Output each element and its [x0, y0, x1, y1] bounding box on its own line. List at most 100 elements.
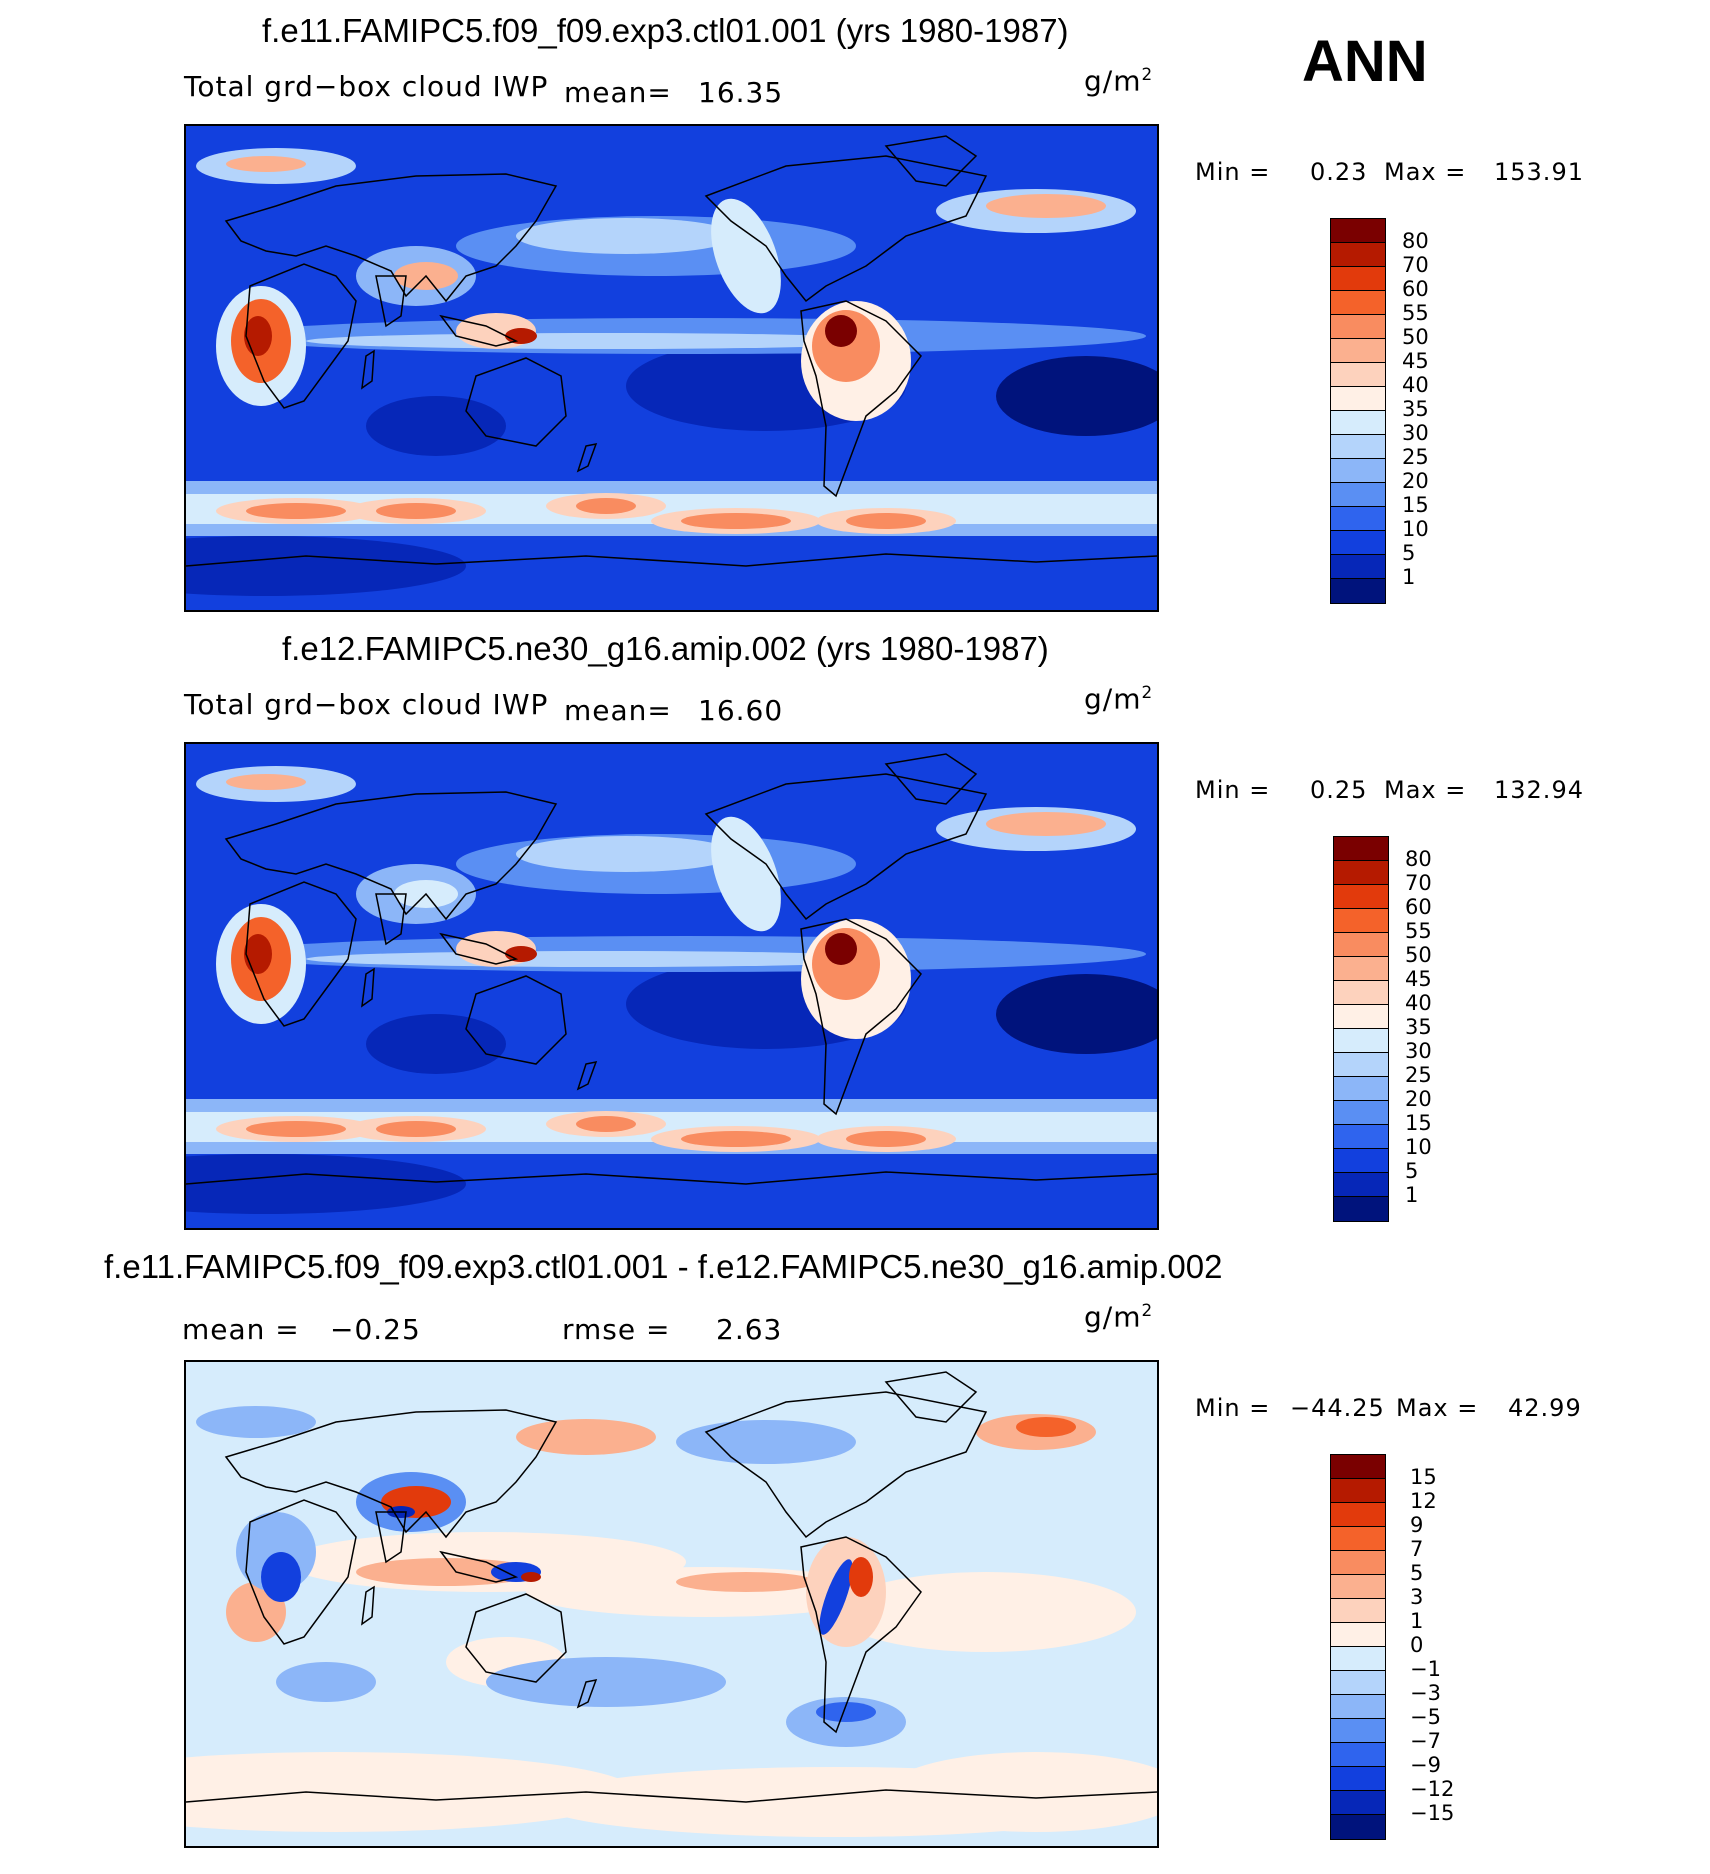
- panel-3-title: f.e11.FAMIPC5.f09_f09.exp3.ctl01.001 - f…: [104, 1248, 1223, 1285]
- colorbar-swatch: [1331, 1503, 1385, 1527]
- panel-3-mean-label: mean =: [182, 1313, 300, 1346]
- colorbar-swatch: [1331, 507, 1385, 531]
- panel-1-min-value: 0.23: [1310, 158, 1368, 186]
- panel-1-map: [184, 124, 1159, 612]
- colorbar-tick-label: −7: [1410, 1729, 1441, 1753]
- panel-1-variable: Total grd−box cloud IWP: [184, 70, 549, 103]
- colorbar-tick-label: 0: [1410, 1633, 1424, 1657]
- colorbar-tick-label: −3: [1410, 1681, 1441, 1705]
- colorbar-swatch: [1334, 933, 1388, 957]
- colorbar-tick-label: 35: [1402, 397, 1429, 421]
- colorbar-tick-label: 1: [1402, 565, 1416, 589]
- colorbar-swatch: [1331, 411, 1385, 435]
- colorbar-swatch: [1334, 909, 1388, 933]
- colorbar-tick-label: 30: [1402, 421, 1429, 445]
- colorbar-tick-label: 50: [1402, 325, 1429, 349]
- colorbar-swatch: [1331, 363, 1385, 387]
- panel-3-map: [184, 1360, 1159, 1848]
- colorbar-tick-label: 20: [1402, 469, 1429, 493]
- panel-1-max-value: 153.91: [1494, 158, 1584, 186]
- colorbar-swatch: [1331, 1551, 1385, 1575]
- colorbar-swatch: [1334, 1173, 1388, 1197]
- colorbar-swatch: [1334, 1053, 1388, 1077]
- colorbar-swatch: [1331, 1743, 1385, 1767]
- colorbar-tick-label: −1: [1410, 1657, 1441, 1681]
- colorbar-tick-label: 20: [1405, 1087, 1432, 1111]
- colorbar-tick-label: 30: [1405, 1039, 1432, 1063]
- colorbar-tick-label: 7: [1410, 1537, 1424, 1561]
- panel-3-min-label: Min =: [1195, 1394, 1271, 1422]
- panel-3-rmse-value: 2.63: [716, 1313, 783, 1346]
- colorbar-swatch: [1331, 291, 1385, 315]
- colorbar-tick-label: −15: [1410, 1801, 1455, 1825]
- colorbar-tick-label: 5: [1402, 541, 1416, 565]
- panel-2-colorbar: [1333, 836, 1389, 1222]
- panel-2-mean-value: 16.60: [698, 694, 784, 727]
- colorbar-swatch: [1334, 957, 1388, 981]
- panel-2-units: g/m2: [1084, 682, 1154, 716]
- colorbar-swatch: [1331, 435, 1385, 459]
- colorbar-tick-label: −9: [1410, 1753, 1441, 1777]
- colorbar-swatch: [1331, 1527, 1385, 1551]
- panel-2-max-value: 132.94: [1494, 776, 1584, 804]
- colorbar-swatch: [1331, 339, 1385, 363]
- panel-2-variable: Total grd−box cloud IWP: [184, 688, 549, 721]
- colorbar-tick-label: 60: [1402, 277, 1429, 301]
- colorbar-tick-label: 3: [1410, 1585, 1424, 1609]
- colorbar-tick-label: 70: [1402, 253, 1429, 277]
- colorbar-swatch: [1331, 1695, 1385, 1719]
- colorbar-swatch: [1331, 387, 1385, 411]
- colorbar-tick-label: 55: [1402, 301, 1429, 325]
- colorbar-swatch: [1331, 1647, 1385, 1671]
- panel-3-units: g/m2: [1084, 1300, 1154, 1334]
- season-label: ANN: [1302, 29, 1428, 94]
- panel-2-min-value: 0.25: [1310, 776, 1368, 804]
- colorbar-tick-label: −12: [1410, 1777, 1455, 1801]
- panel-1-title: f.e11.FAMIPC5.f09_f09.exp3.ctl01.001 (yr…: [262, 12, 1069, 49]
- panel-2-map-field: [186, 744, 1157, 1228]
- colorbar-swatch: [1334, 1077, 1388, 1101]
- colorbar-tick-label: 15: [1405, 1111, 1432, 1135]
- colorbar-tick-label: 12: [1410, 1489, 1437, 1513]
- panel-3-max-value: 42.99: [1508, 1394, 1582, 1422]
- colorbar-tick-label: 60: [1405, 895, 1432, 919]
- colorbar-swatch: [1331, 555, 1385, 579]
- colorbar-tick-label: 35: [1405, 1015, 1432, 1039]
- panel-3-colorbar: [1330, 1454, 1386, 1840]
- panel-3-map-field: [186, 1362, 1157, 1846]
- panel-3-min-value: −44.25: [1290, 1394, 1385, 1422]
- panel-1-mean-value: 16.35: [698, 76, 784, 109]
- colorbar-tick-label: 5: [1405, 1159, 1419, 1183]
- colorbar-swatch: [1334, 981, 1388, 1005]
- colorbar-tick-label: −5: [1410, 1705, 1441, 1729]
- colorbar-tick-label: 40: [1402, 373, 1429, 397]
- colorbar-swatch: [1331, 315, 1385, 339]
- colorbar-tick-label: 25: [1402, 445, 1429, 469]
- colorbar-tick-label: 1: [1405, 1183, 1419, 1207]
- colorbar-swatch: [1331, 1623, 1385, 1647]
- colorbar-swatch: [1331, 219, 1385, 243]
- colorbar-tick-label: 10: [1402, 517, 1429, 541]
- colorbar-tick-label: 50: [1405, 943, 1432, 967]
- colorbar-tick-label: 15: [1402, 493, 1429, 517]
- colorbar-tick-label: 55: [1405, 919, 1432, 943]
- panel-1-max-label: Max =: [1384, 158, 1467, 186]
- colorbar-swatch: [1331, 459, 1385, 483]
- colorbar-tick-label: 45: [1405, 967, 1432, 991]
- panel-2-map: [184, 742, 1159, 1230]
- colorbar-swatch: [1331, 483, 1385, 507]
- colorbar-swatch: [1334, 837, 1388, 861]
- panel-1-colorbar: [1330, 218, 1386, 604]
- colorbar-tick-label: 45: [1402, 349, 1429, 373]
- panel-2-min-label: Min =: [1195, 776, 1271, 804]
- panel-3-rmse-label: rmse =: [562, 1313, 671, 1346]
- colorbar-swatch: [1334, 1197, 1388, 1221]
- panel-1-min-label: Min =: [1195, 158, 1271, 186]
- panel-2-max-label: Max =: [1384, 776, 1467, 804]
- colorbar-tick-label: 80: [1405, 847, 1432, 871]
- colorbar-swatch: [1331, 1599, 1385, 1623]
- colorbar-swatch: [1334, 861, 1388, 885]
- colorbar-swatch: [1331, 1815, 1385, 1839]
- colorbar-swatch: [1331, 1575, 1385, 1599]
- colorbar-tick-label: 70: [1405, 871, 1432, 895]
